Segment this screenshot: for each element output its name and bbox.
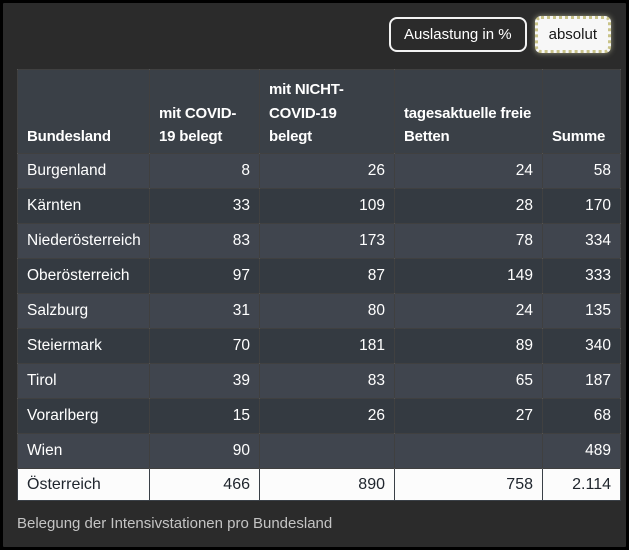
cell-freie-betten	[394, 433, 543, 469]
cell-nicht-covid	[259, 433, 395, 469]
cell-covid: 15	[149, 398, 260, 434]
cell-freie-betten: 28	[394, 188, 543, 224]
column-header-summe: Summe	[542, 69, 621, 154]
cell-freie-betten: 78	[394, 223, 543, 259]
cell-bundesland: Niederösterreich	[17, 223, 150, 259]
cell-nicht-covid: 109	[259, 188, 395, 224]
cell-covid: 33	[149, 188, 260, 224]
cell-freie-betten: 24	[394, 153, 543, 189]
cell-nicht-covid: 181	[259, 328, 395, 364]
toggle-absolut-button[interactable]: absolut	[534, 16, 611, 53]
view-toggle-group: Auslastung in % absolut	[389, 16, 611, 53]
cell-nicht-covid: 87	[259, 258, 395, 294]
column-header-nicht-covid-belegt: mit NICHT- COVID-19 belegt	[259, 69, 395, 154]
cell-bundesland: Salzburg	[17, 293, 150, 329]
cell-covid: 97	[149, 258, 260, 294]
cell-summe: 334	[542, 223, 621, 259]
table-row: Niederösterreich 83 173 78 334	[17, 223, 621, 259]
table-row: Vorarlberg 15 26 27 68	[17, 398, 621, 434]
table-header: Bundesland mit COVID- 19 belegt mit NICH…	[17, 69, 621, 154]
cell-nicht-covid: 26	[259, 153, 395, 189]
total-row: Österreich 466 890 758 2.114	[17, 468, 621, 501]
cell-bundesland: Vorarlberg	[17, 398, 150, 434]
cell-covid: 39	[149, 363, 260, 399]
cell-bundesland: Wien	[17, 433, 150, 469]
cell-bundesland-total: Österreich	[17, 468, 150, 501]
cell-summe: 135	[542, 293, 621, 329]
cell-bundesland: Tirol	[17, 363, 150, 399]
cell-covid: 8	[149, 153, 260, 189]
cell-summe: 489	[542, 433, 621, 469]
cell-freie-betten: 65	[394, 363, 543, 399]
cell-bundesland: Oberösterreich	[17, 258, 150, 294]
cell-bundesland: Kärnten	[17, 188, 150, 224]
cell-summe: 187	[542, 363, 621, 399]
cell-summe: 170	[542, 188, 621, 224]
cell-summe: 340	[542, 328, 621, 364]
cell-summe-total: 2.114	[542, 468, 621, 501]
cell-summe: 58	[542, 153, 621, 189]
table-caption: Belegung der Intensivstationen pro Bunde…	[17, 515, 333, 532]
cell-summe: 333	[542, 258, 621, 294]
table-row: Burgenland 8 26 24 58	[17, 153, 621, 189]
cell-covid: 70	[149, 328, 260, 364]
table-row: Tirol 39 83 65 187	[17, 363, 621, 399]
cell-nicht-covid: 173	[259, 223, 395, 259]
table-footer: Österreich 466 890 758 2.114	[17, 468, 621, 501]
cell-freie-betten: 27	[394, 398, 543, 434]
cell-covid-total: 466	[149, 468, 260, 501]
cell-covid: 90	[149, 433, 260, 469]
cell-covid: 31	[149, 293, 260, 329]
toggle-auslastung-prozent-button[interactable]: Auslastung in %	[389, 17, 527, 52]
table-row: Salzburg 31 80 24 135	[17, 293, 621, 329]
table-row: Wien 90 489	[17, 433, 621, 469]
cell-nicht-covid-total: 890	[259, 468, 395, 501]
table-row: Kärnten 33 109 28 170	[17, 188, 621, 224]
cell-freie-betten: 24	[394, 293, 543, 329]
cell-bundesland: Steiermark	[17, 328, 150, 364]
cell-summe: 68	[542, 398, 621, 434]
cell-covid: 83	[149, 223, 260, 259]
column-header-covid-belegt: mit COVID- 19 belegt	[149, 69, 260, 154]
cell-freie-betten: 149	[394, 258, 543, 294]
cell-nicht-covid: 83	[259, 363, 395, 399]
cell-bundesland: Burgenland	[17, 153, 150, 189]
table-body: Burgenland 8 26 24 58 Kärnten 33 109 28 …	[17, 153, 621, 469]
table-row: Steiermark 70 181 89 340	[17, 328, 621, 364]
column-header-freie-betten: tagesaktuelle freie Betten	[394, 69, 543, 154]
cell-freie-betten-total: 758	[394, 468, 543, 501]
cell-freie-betten: 89	[394, 328, 543, 364]
column-header-bundesland: Bundesland	[17, 69, 150, 154]
icu-occupancy-table: Bundesland mit COVID- 19 belegt mit NICH…	[17, 69, 621, 501]
table-row: Oberösterreich 97 87 149 333	[17, 258, 621, 294]
cell-nicht-covid: 26	[259, 398, 395, 434]
cell-nicht-covid: 80	[259, 293, 395, 329]
